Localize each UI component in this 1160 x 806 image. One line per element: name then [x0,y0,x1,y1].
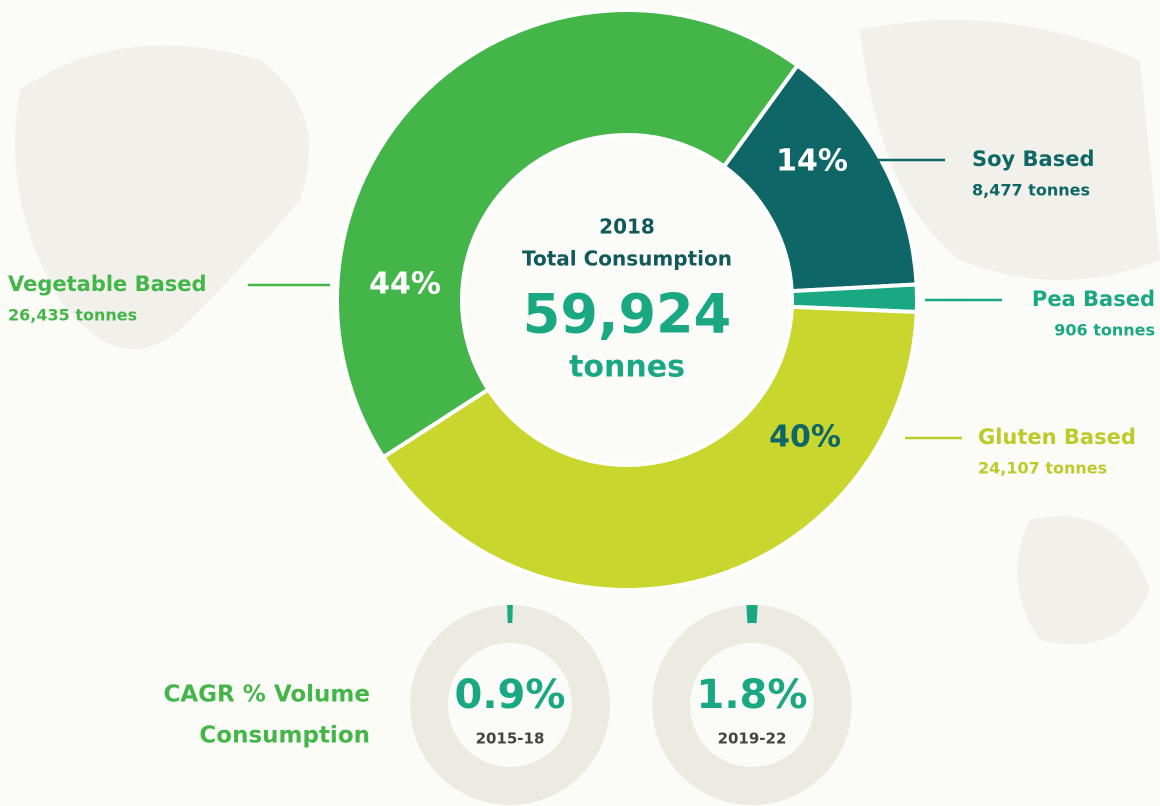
ring-segment [746,605,758,624]
ring-category: 2015-18 [476,730,545,748]
ring-value-label: 0.9% [455,672,566,718]
segment-label: Soy Based [972,147,1095,171]
ring-title: Consumption [199,723,370,749]
segment-value-label: 24,107 tonnes [978,459,1107,478]
ring-category: 2019-22 [718,730,787,748]
center-title: 2018 [599,215,655,239]
donut-segment [721,62,919,294]
ring-title: CAGR % Volume [164,682,371,708]
continent [15,45,309,350]
map-backdrop [15,20,1160,645]
continent [1017,516,1150,645]
percent-label: 40% [769,420,841,455]
segment-label: Vegetable Based [8,272,207,296]
center-unit: tonnes [569,350,685,385]
donut-segment [335,8,801,460]
segment-label: Gluten Based [978,425,1136,449]
continent [860,20,1160,280]
donut-segment [380,304,919,592]
segment-value-label: 906 tonnes [1054,321,1155,340]
ring-value-label: 1.8% [697,672,808,718]
ring-track [410,605,610,805]
ring-segment [507,605,513,624]
segment-label: Pea Based [1032,287,1155,311]
segment-value-label: 8,477 tonnes [972,181,1090,200]
ring-track [652,605,852,805]
percent-label: 14% [776,144,848,179]
center-value: 59,924 [523,283,731,346]
center-title: Total Consumption [522,247,732,271]
segment-value-label: 26,435 tonnes [8,306,137,325]
percent-label: 44% [369,267,441,302]
